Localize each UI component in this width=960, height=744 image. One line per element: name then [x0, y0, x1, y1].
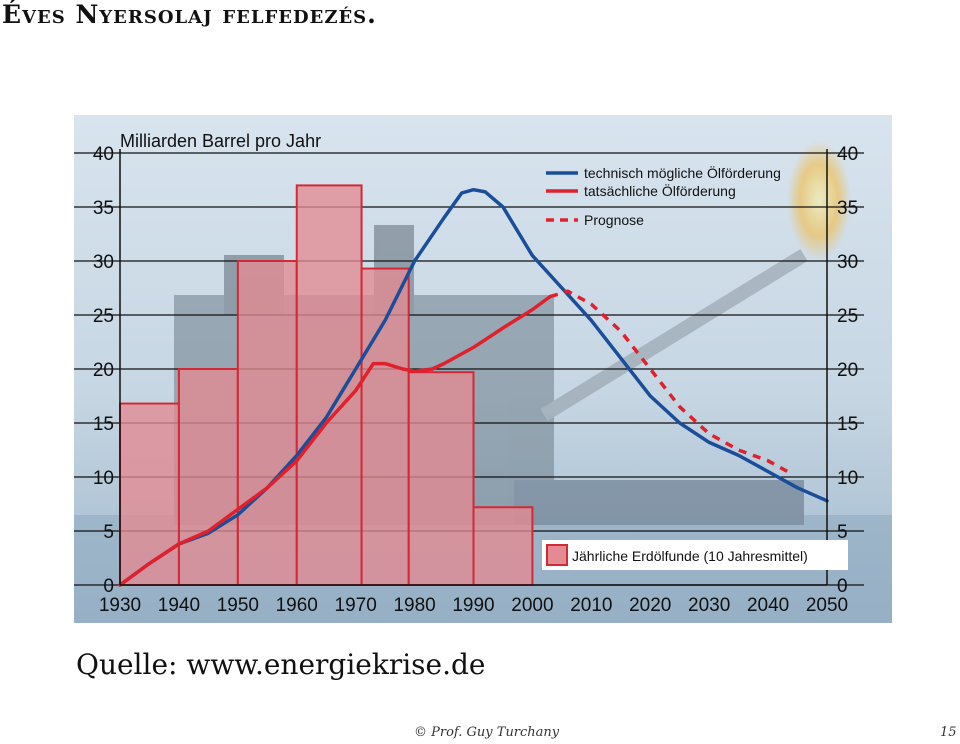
series-line-0	[118, 187, 829, 587]
source-citation: Quelle: www.energiekrise.de	[76, 648, 486, 681]
series-line-1	[118, 294, 552, 587]
y-tick-left-30: 30	[93, 252, 114, 273]
y-ticks-right: 0 5 10 15 20 25 30 35 40	[837, 144, 858, 597]
y-ticks-left: 0 5 10 15 20 25 30 35 40	[93, 144, 114, 597]
line-legend: technisch mögliche Ölförderung tatsächli…	[546, 164, 781, 228]
x-tick-2040: 2040	[747, 595, 789, 616]
x-tick-1930: 1930	[99, 595, 141, 616]
y-tick-left-20: 20	[93, 360, 114, 381]
axes	[119, 149, 828, 586]
x-ticks: 1930 1940 1950 1960 1970 1980 1990 2000 2010 2020…	[99, 595, 848, 616]
slide-title: Éves Nyersolaj felfedezés.	[2, 0, 377, 29]
y-tick-left-35: 35	[93, 198, 114, 219]
legend-label-actual: tatsächliche Ölförderung	[584, 182, 736, 199]
x-tick-2030: 2030	[688, 595, 730, 616]
bar-1950	[236, 260, 298, 586]
y-tick-left-25: 25	[93, 306, 114, 327]
y-tick-right-25: 25	[837, 306, 858, 327]
y-tick-right-30: 30	[837, 252, 858, 273]
y-tick-left-10: 10	[93, 468, 114, 489]
x-tick-2050: 2050	[806, 595, 848, 616]
y-tick-right-15: 15	[837, 414, 858, 435]
bar-1971	[360, 267, 410, 586]
legend-label-forecast: Prognose	[584, 212, 644, 228]
chart-container: 0 5 10 15 20 25 30 35 40 0 5 10 15 20 25 30 35 40 1930 19…	[74, 115, 892, 623]
bar-1940	[177, 368, 239, 586]
footer-credit: © Prof. Guy Turchany	[414, 725, 560, 740]
y-tick-left-15: 15	[93, 414, 114, 435]
y-tick-left-5: 5	[103, 522, 114, 543]
discovery-bars	[119, 184, 534, 587]
y-tick-right-0: 0	[837, 576, 848, 597]
y-tick-left-0: 0	[103, 576, 114, 597]
x-tick-2010: 2010	[570, 595, 612, 616]
y-axis-label: Milliarden Barrel pro Jahr	[120, 131, 321, 151]
y-tick-right-35: 35	[837, 198, 858, 219]
bar-legend: Jährliche Erdölfunde (10 Jahresmittel)	[542, 540, 848, 570]
bar-1960	[295, 184, 363, 587]
x-tick-1990: 1990	[452, 595, 494, 616]
bar-legend-box	[542, 540, 848, 570]
y-tick-right-5: 5	[837, 522, 848, 543]
x-tick-1940: 1940	[158, 595, 200, 616]
page-number: 15	[940, 725, 957, 740]
x-tick-1950: 1950	[217, 595, 259, 616]
bar-1930	[119, 402, 180, 586]
bar-1979	[407, 371, 475, 586]
y-tick-right-40: 40	[837, 144, 858, 165]
x-tick-1960: 1960	[276, 595, 318, 616]
bar-legend-swatch	[546, 544, 568, 566]
series-lines	[118, 187, 829, 587]
x-tick-2000: 2000	[511, 595, 553, 616]
bar-legend-label: Jährliche Erdölfunde (10 Jahresmittel)	[572, 548, 808, 564]
series-line-2	[549, 289, 793, 476]
x-tick-2020: 2020	[629, 595, 671, 616]
y-tick-right-10: 10	[837, 468, 858, 489]
y-tick-right-20: 20	[837, 360, 858, 381]
x-tick-1970: 1970	[335, 595, 377, 616]
legend-label-technical: technisch mögliche Ölförderung	[584, 164, 781, 181]
y-tick-left-40: 40	[93, 144, 114, 165]
bar-1990	[472, 506, 534, 586]
x-tick-1980: 1980	[393, 595, 435, 616]
